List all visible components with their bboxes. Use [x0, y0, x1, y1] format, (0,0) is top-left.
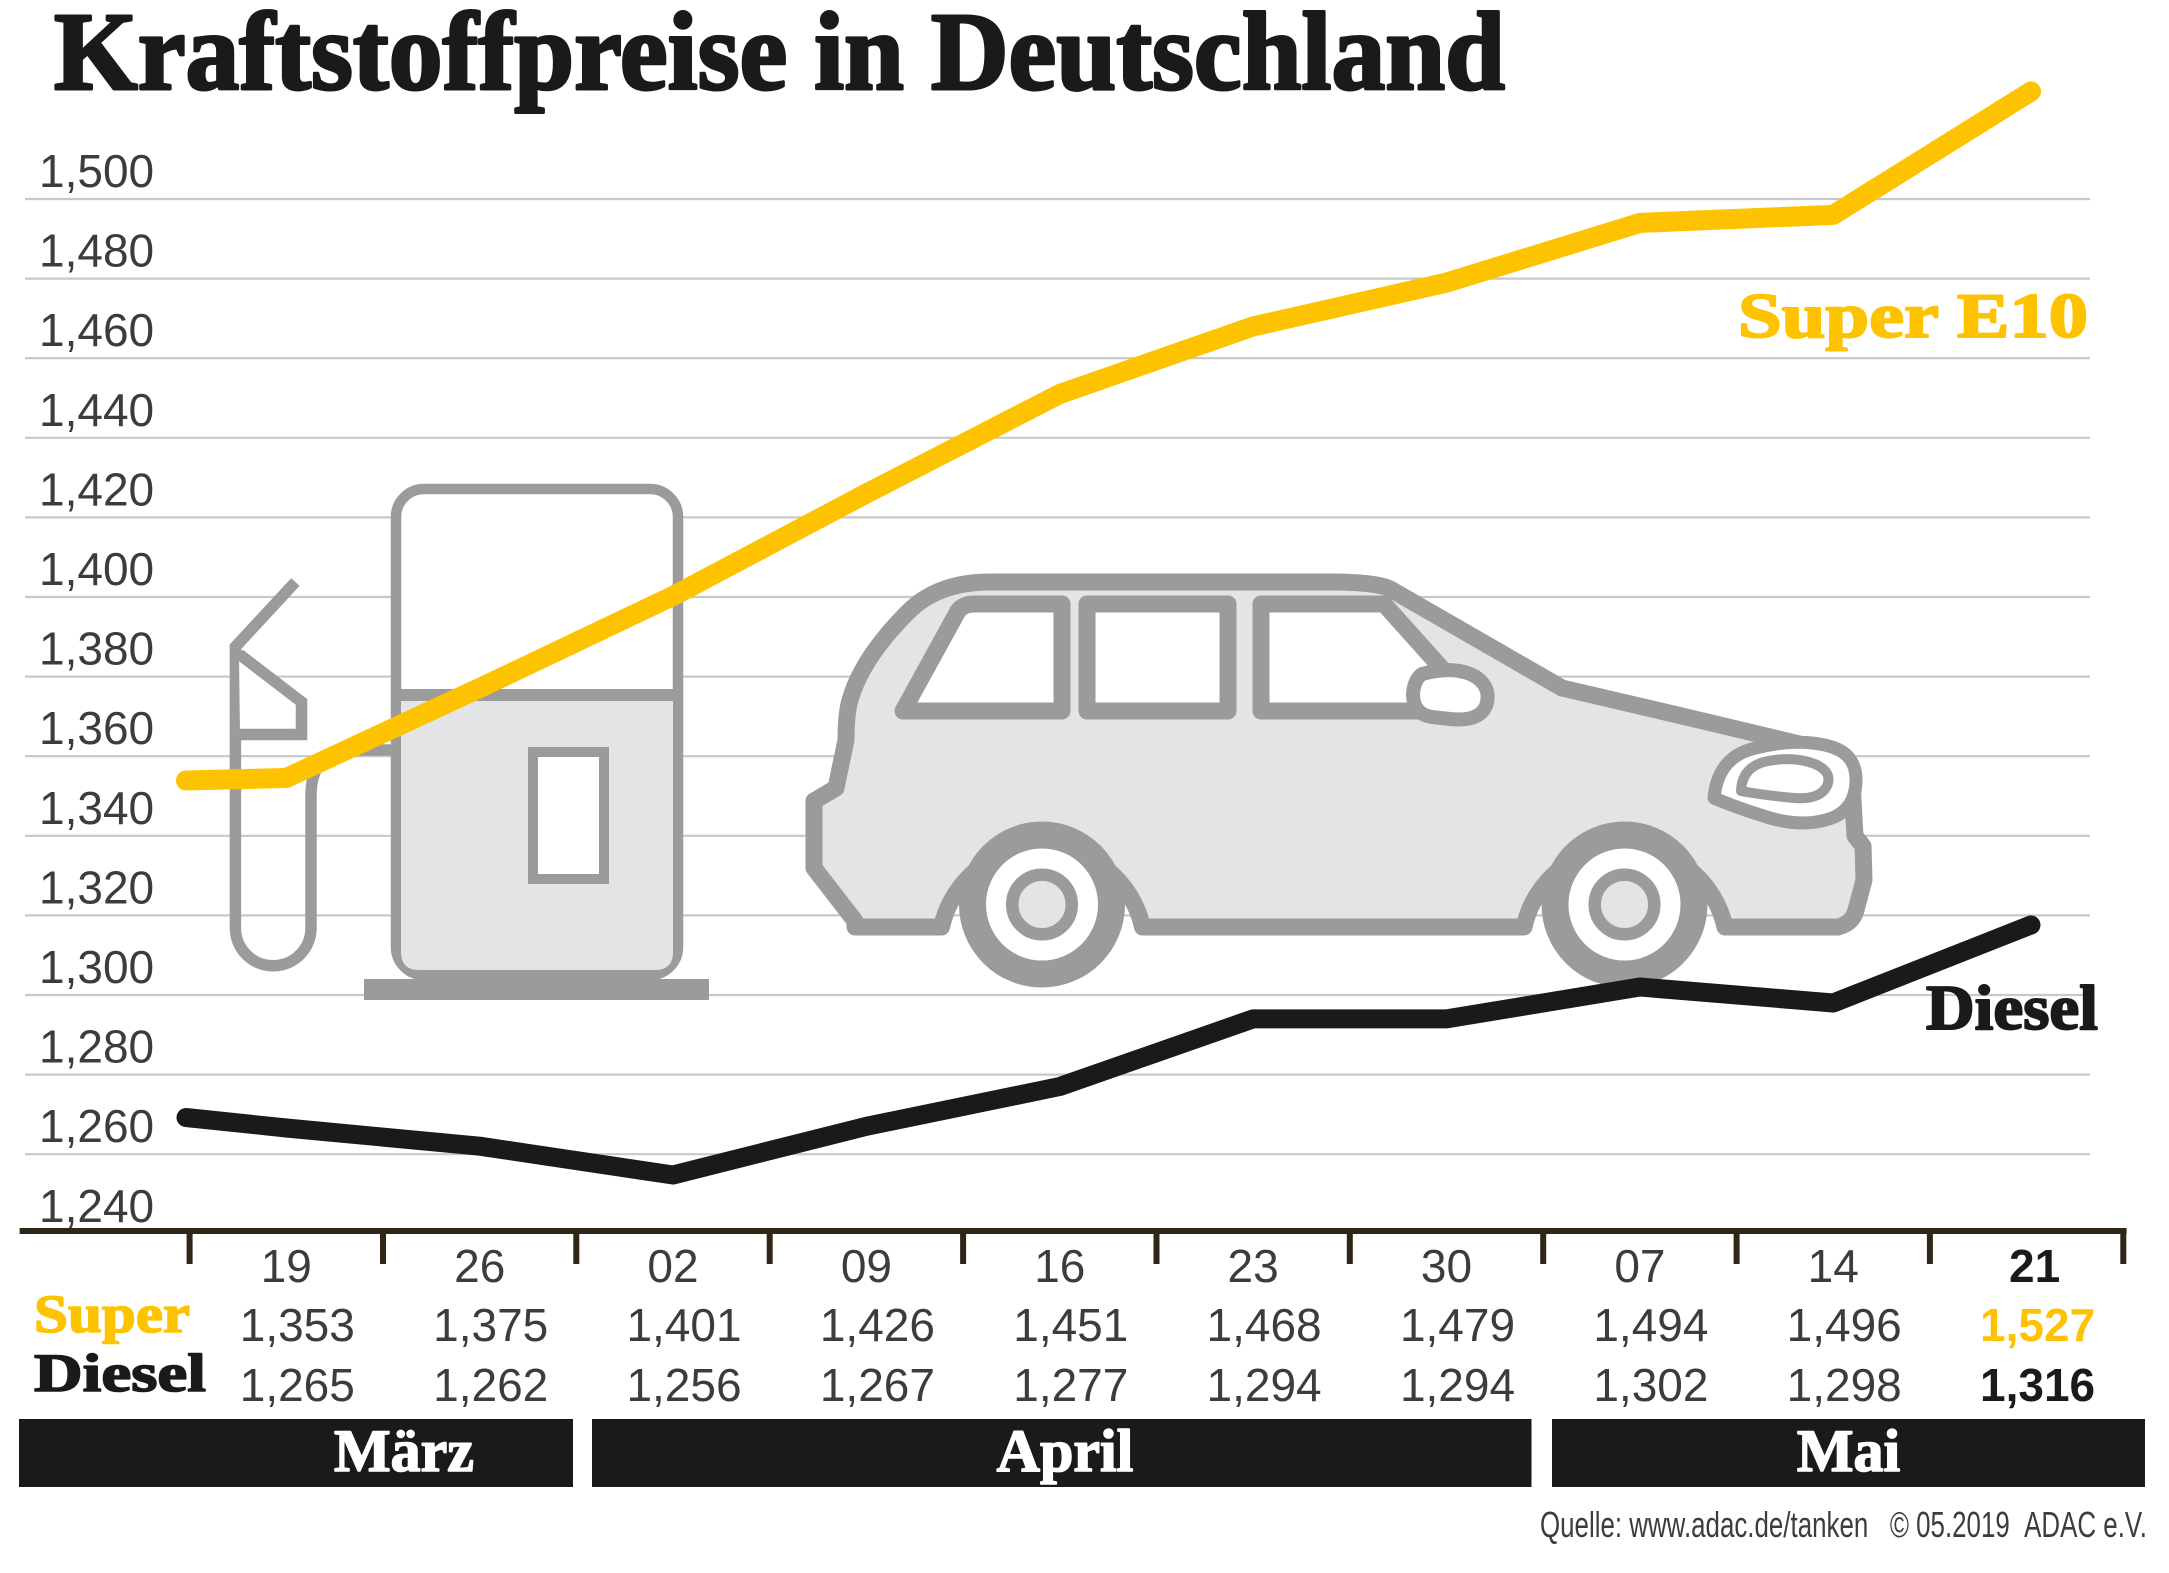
svg-text:1,294: 1,294: [1207, 1359, 1322, 1411]
svg-text:1,262: 1,262: [433, 1359, 548, 1411]
svg-text:1,360: 1,360: [39, 702, 154, 754]
svg-text:07: 07: [1614, 1240, 1665, 1292]
svg-text:30: 30: [1421, 1240, 1472, 1292]
svg-text:1,294: 1,294: [1400, 1359, 1515, 1411]
svg-text:1,527: 1,527: [1980, 1299, 2095, 1351]
svg-text:Diesel: Diesel: [34, 1343, 206, 1403]
svg-text:1,316: 1,316: [1980, 1359, 2095, 1411]
svg-text:Super: Super: [34, 1284, 190, 1344]
svg-text:1,500: 1,500: [39, 145, 154, 197]
svg-text:Super E10: Super E10: [1738, 280, 2088, 351]
svg-text:1,401: 1,401: [626, 1299, 741, 1351]
svg-text:1,420: 1,420: [39, 463, 154, 515]
svg-text:Quelle: www.adac.de/tanken ©: Quelle: www.adac.de/tanken © 05.2019 ADA…: [1540, 1504, 2147, 1545]
svg-text:Diesel: Diesel: [1926, 972, 2098, 1043]
svg-text:Mai: Mai: [1797, 1418, 1900, 1484]
svg-text:1,480: 1,480: [39, 225, 154, 277]
svg-text:1,260: 1,260: [39, 1100, 154, 1152]
svg-text:April: April: [997, 1418, 1134, 1484]
svg-text:1,494: 1,494: [1593, 1299, 1708, 1351]
svg-text:1,353: 1,353: [240, 1299, 355, 1351]
svg-text:Kraftstoffpreise in Deutschlan: Kraftstoffpreise in Deutschland: [54, 0, 1505, 114]
svg-text:26: 26: [454, 1240, 505, 1292]
svg-text:1,240: 1,240: [39, 1180, 154, 1232]
svg-text:1,375: 1,375: [433, 1299, 548, 1351]
svg-text:21: 21: [2009, 1240, 2060, 1292]
svg-text:1,277: 1,277: [1013, 1359, 1128, 1411]
svg-text:1,400: 1,400: [39, 543, 154, 595]
svg-text:1,479: 1,479: [1400, 1299, 1515, 1351]
svg-text:1,280: 1,280: [39, 1021, 154, 1073]
svg-text:1,451: 1,451: [1013, 1299, 1128, 1351]
svg-text:1,496: 1,496: [1787, 1299, 1902, 1351]
svg-text:1,426: 1,426: [820, 1299, 935, 1351]
svg-text:16: 16: [1034, 1240, 1085, 1292]
svg-text:14: 14: [1808, 1240, 1859, 1292]
svg-text:1,340: 1,340: [39, 782, 154, 834]
svg-text:19: 19: [261, 1240, 312, 1292]
svg-text:1,256: 1,256: [626, 1359, 741, 1411]
svg-text:1,300: 1,300: [39, 941, 154, 993]
svg-text:1,380: 1,380: [39, 623, 154, 675]
svg-text:1,298: 1,298: [1787, 1359, 1902, 1411]
svg-text:1,468: 1,468: [1207, 1299, 1322, 1351]
svg-text:März: März: [334, 1418, 474, 1484]
svg-text:1,302: 1,302: [1593, 1359, 1708, 1411]
svg-text:1,460: 1,460: [39, 304, 154, 356]
svg-text:09: 09: [841, 1240, 892, 1292]
svg-text:1,267: 1,267: [820, 1359, 935, 1411]
svg-text:1,320: 1,320: [39, 861, 154, 913]
svg-text:23: 23: [1228, 1240, 1279, 1292]
svg-text:02: 02: [647, 1240, 698, 1292]
svg-text:1,265: 1,265: [240, 1359, 355, 1411]
svg-text:1,440: 1,440: [39, 384, 154, 436]
